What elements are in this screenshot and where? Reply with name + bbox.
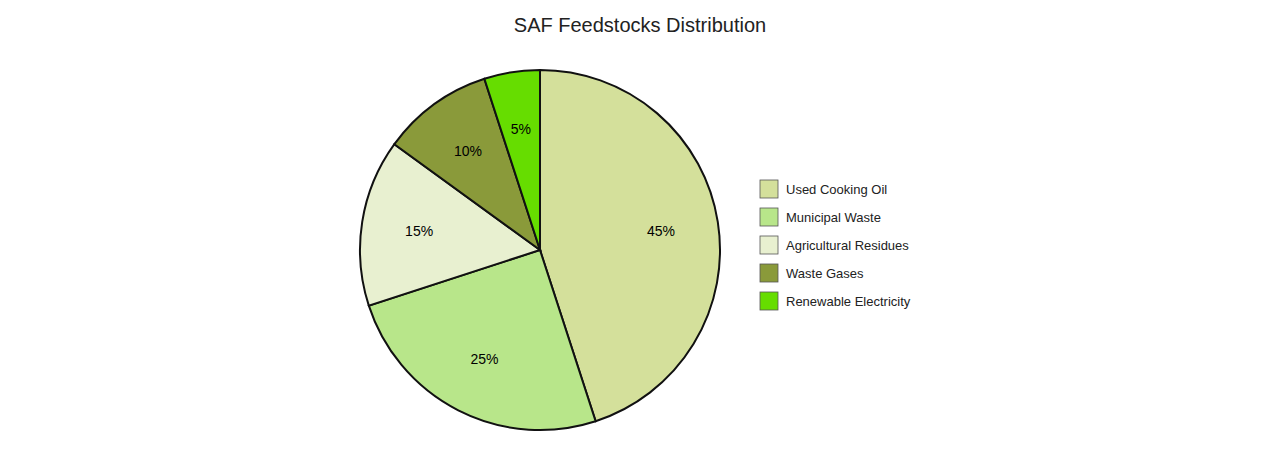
legend-label: Used Cooking Oil	[786, 182, 887, 197]
title: SAF Feedstocks Distribution	[514, 14, 766, 36]
legend-swatch	[760, 292, 778, 310]
data-label: 10%	[454, 143, 482, 159]
legend-item: Municipal Waste	[760, 208, 881, 226]
legend-item: Used Cooking Oil	[760, 180, 887, 198]
legend-label: Municipal Waste	[786, 210, 881, 225]
legend-label: Agricultural Residues	[786, 238, 909, 253]
chart: SAF Feedstocks Distribution 45% 25% 15% 10% 5…	[0, 0, 1280, 450]
legend-swatch	[760, 180, 778, 198]
pie: 45% 25% 15% 10% 5%	[360, 70, 720, 430]
slice	[484, 70, 540, 250]
legend-item: Renewable Electricity	[760, 292, 911, 310]
data-label: 25%	[470, 351, 498, 367]
legend-label: Renewable Electricity	[786, 294, 911, 309]
data-labels: 45% 25% 15% 10% 5%	[405, 121, 675, 367]
legend-item: Waste Gases	[760, 264, 864, 282]
legend-swatch	[760, 236, 778, 254]
slices	[360, 70, 720, 430]
legend-swatch	[760, 264, 778, 282]
data-label: 15%	[405, 223, 433, 239]
data-label: 5%	[511, 121, 531, 137]
legend: Used Cooking Oil Municipal Waste Agricultu…	[760, 180, 911, 310]
legend-swatch	[760, 208, 778, 226]
legend-item: Agricultural Residues	[760, 236, 909, 254]
legend-label: Waste Gases	[786, 266, 864, 281]
data-label: 45%	[647, 223, 675, 239]
